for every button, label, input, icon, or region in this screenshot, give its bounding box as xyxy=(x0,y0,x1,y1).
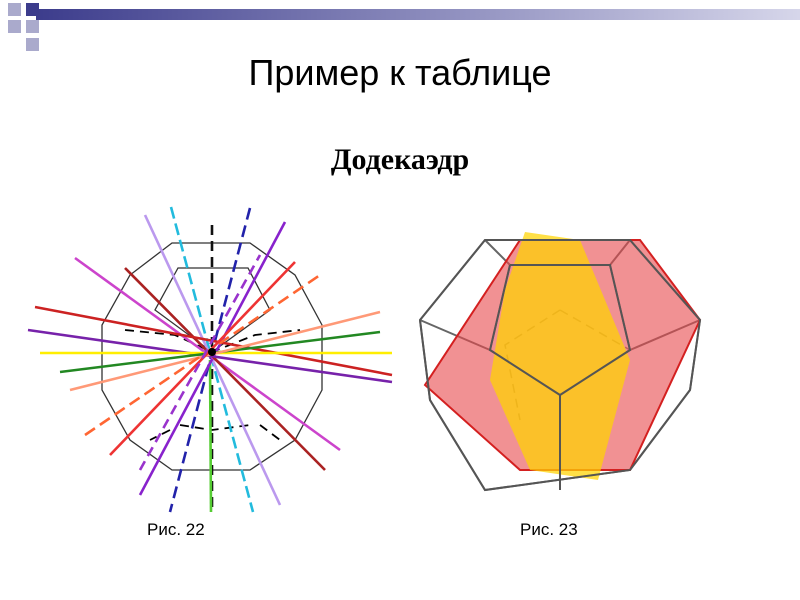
yellow-plane xyxy=(490,232,630,480)
deco-square xyxy=(26,38,39,51)
deco-square xyxy=(8,3,21,16)
slide-title: Пример к таблице xyxy=(248,52,552,93)
deco-square xyxy=(26,20,39,33)
figure-caption-22: Рис. 22 xyxy=(147,520,205,539)
dodecahedron-axes-figure xyxy=(27,206,393,513)
dodecahedron-planes-figure xyxy=(418,232,702,492)
slide-subtitle: Додекаэдр xyxy=(330,143,470,176)
symmetry-axes xyxy=(27,206,393,513)
center-point xyxy=(208,348,216,356)
front-edges xyxy=(418,239,702,492)
deco-square xyxy=(26,3,39,16)
figure-caption-23: Рис. 23 xyxy=(520,520,578,539)
deco-square xyxy=(8,20,21,33)
header-bar xyxy=(36,9,800,20)
header-decoration xyxy=(8,3,800,51)
